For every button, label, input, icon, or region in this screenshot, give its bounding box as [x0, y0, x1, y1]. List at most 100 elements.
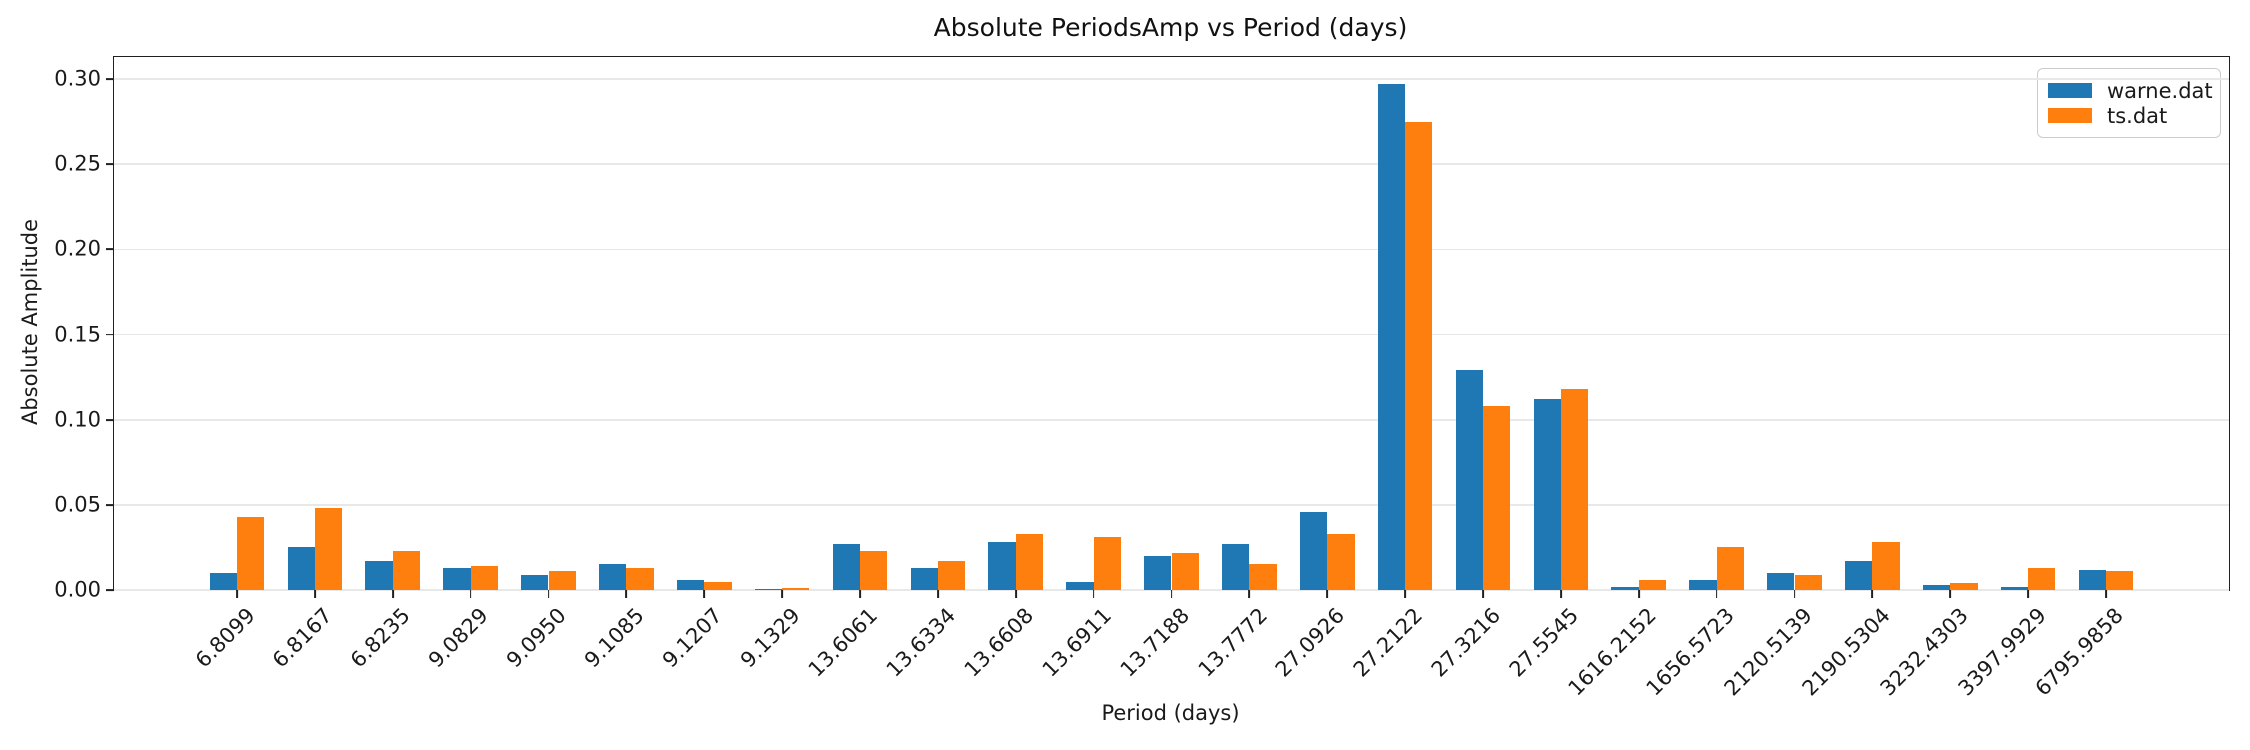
x-tick: [1637, 590, 1640, 598]
bar-ts-dat: [1249, 564, 1277, 590]
bar-warne-dat: [287, 547, 315, 590]
y-tick-label: 0.05: [54, 492, 101, 517]
x-tick-label: 27.5545: [1504, 603, 1584, 682]
gridline: [114, 504, 2229, 506]
y-tick: [106, 418, 114, 421]
x-tick: [313, 590, 316, 598]
legend-item: warne.dat: [2048, 78, 2213, 103]
bar-warne-dat: [521, 574, 549, 590]
bar-ts-dat: [626, 567, 654, 590]
x-tick: [781, 590, 784, 598]
x-tick: [1949, 590, 1952, 598]
x-tick-label: 9.1207: [657, 603, 727, 673]
x-tick-label: 6.8167: [268, 603, 338, 673]
bar-ts-dat: [1171, 552, 1199, 590]
x-tick: [1404, 590, 1407, 598]
y-tick: [106, 78, 114, 81]
y-tick: [106, 589, 114, 591]
x-tick: [1559, 590, 1562, 598]
gridline: [114, 163, 2229, 166]
bar-ts-dat: [937, 561, 966, 590]
bar-warne-dat: [832, 544, 860, 590]
bar-ts-dat: [237, 516, 265, 590]
x-tick: [1871, 590, 1874, 598]
bar-warne-dat: [599, 564, 627, 590]
bar-warne-dat: [1767, 572, 1795, 590]
bar-warne-dat: [1066, 581, 1094, 590]
gridline: [114, 248, 2229, 251]
bar-warne-dat: [209, 572, 237, 590]
x-tick-label: 13.7772: [1193, 603, 1272, 682]
x-tick-label: 27.0926: [1271, 603, 1350, 682]
bar-ts-dat: [1872, 542, 1900, 590]
bar-warne-dat: [1689, 579, 1717, 590]
legend-swatch-icon: [2048, 108, 2092, 123]
x-tick: [547, 590, 550, 598]
bar-ts-dat: [1950, 583, 1978, 590]
y-tick-label: 0.20: [54, 236, 101, 261]
y-tick: [106, 248, 114, 251]
bar-warne-dat: [1922, 584, 1951, 590]
bar-warne-dat: [1299, 511, 1328, 590]
bar-warne-dat: [676, 579, 705, 590]
x-tick-label: 9.1329: [735, 603, 805, 673]
gridline: [114, 418, 2229, 421]
bar-warne-dat: [1377, 84, 1406, 590]
bar-warne-dat: [1533, 399, 1561, 590]
bar-ts-dat: [704, 581, 732, 590]
x-tick: [936, 590, 939, 598]
x-tick: [625, 590, 628, 598]
x-tick: [469, 590, 472, 598]
x-tick: [2027, 590, 2030, 598]
x-axis-label: Period (days): [1101, 701, 1240, 725]
y-tick-label: 0.25: [54, 151, 101, 176]
x-tick-label: 9.0950: [501, 603, 571, 673]
gridline: [114, 78, 2229, 80]
x-tick: [1715, 590, 1718, 598]
bar-ts-dat: [1638, 579, 1666, 590]
y-tick: [106, 503, 114, 506]
bar-warne-dat: [1144, 555, 1172, 590]
x-tick-label: 13.6608: [959, 603, 1039, 682]
x-tick: [391, 590, 394, 598]
x-tick-label: 6.8099: [190, 603, 260, 673]
bar-warne-dat: [754, 589, 783, 590]
chart-title: Absolute PeriodsAmp vs Period (days): [933, 13, 1408, 42]
y-tick: [106, 163, 114, 166]
x-tick: [703, 590, 706, 598]
x-tick-label: 13.6911: [1037, 603, 1116, 682]
bar-warne-dat: [2078, 569, 2106, 590]
x-tick: [1326, 590, 1329, 598]
y-tick: [106, 333, 114, 336]
x-tick: [1793, 590, 1796, 598]
bar-ts-dat: [860, 550, 888, 590]
x-tick-label: 27.3216: [1426, 603, 1506, 682]
y-tick-label: 0.10: [54, 407, 101, 432]
x-tick: [1482, 590, 1484, 598]
x-tick-label: 27.2122: [1349, 603, 1428, 682]
x-tick-label: 6.8235: [346, 603, 416, 673]
y-tick-label: 0.00: [54, 577, 101, 602]
x-tick: [859, 590, 861, 598]
bar-ts-dat: [1716, 547, 1744, 590]
x-tick: [236, 590, 238, 598]
y-tick-label: 0.15: [54, 322, 101, 347]
bar-warne-dat: [443, 567, 471, 590]
x-tick: [1170, 590, 1173, 598]
legend-label: warne.dat: [2107, 78, 2213, 103]
bar-ts-dat: [2028, 567, 2056, 590]
bar-ts-dat: [1483, 406, 1511, 590]
bar-warne-dat: [1845, 561, 1873, 590]
bar-ts-dat: [470, 566, 498, 590]
x-tick: [1248, 590, 1251, 598]
bar-ts-dat: [2106, 571, 2134, 590]
x-tick-label: 9.0829: [423, 603, 493, 673]
bar-ts-dat: [1327, 533, 1355, 590]
bar-ts-dat: [1405, 121, 1433, 590]
y-tick-label: 0.30: [54, 66, 101, 91]
bar-warne-dat: [1222, 544, 1250, 590]
bar-ts-dat: [392, 550, 420, 590]
bar-ts-dat: [1794, 574, 1822, 590]
legend-swatch-icon: [2048, 83, 2092, 98]
